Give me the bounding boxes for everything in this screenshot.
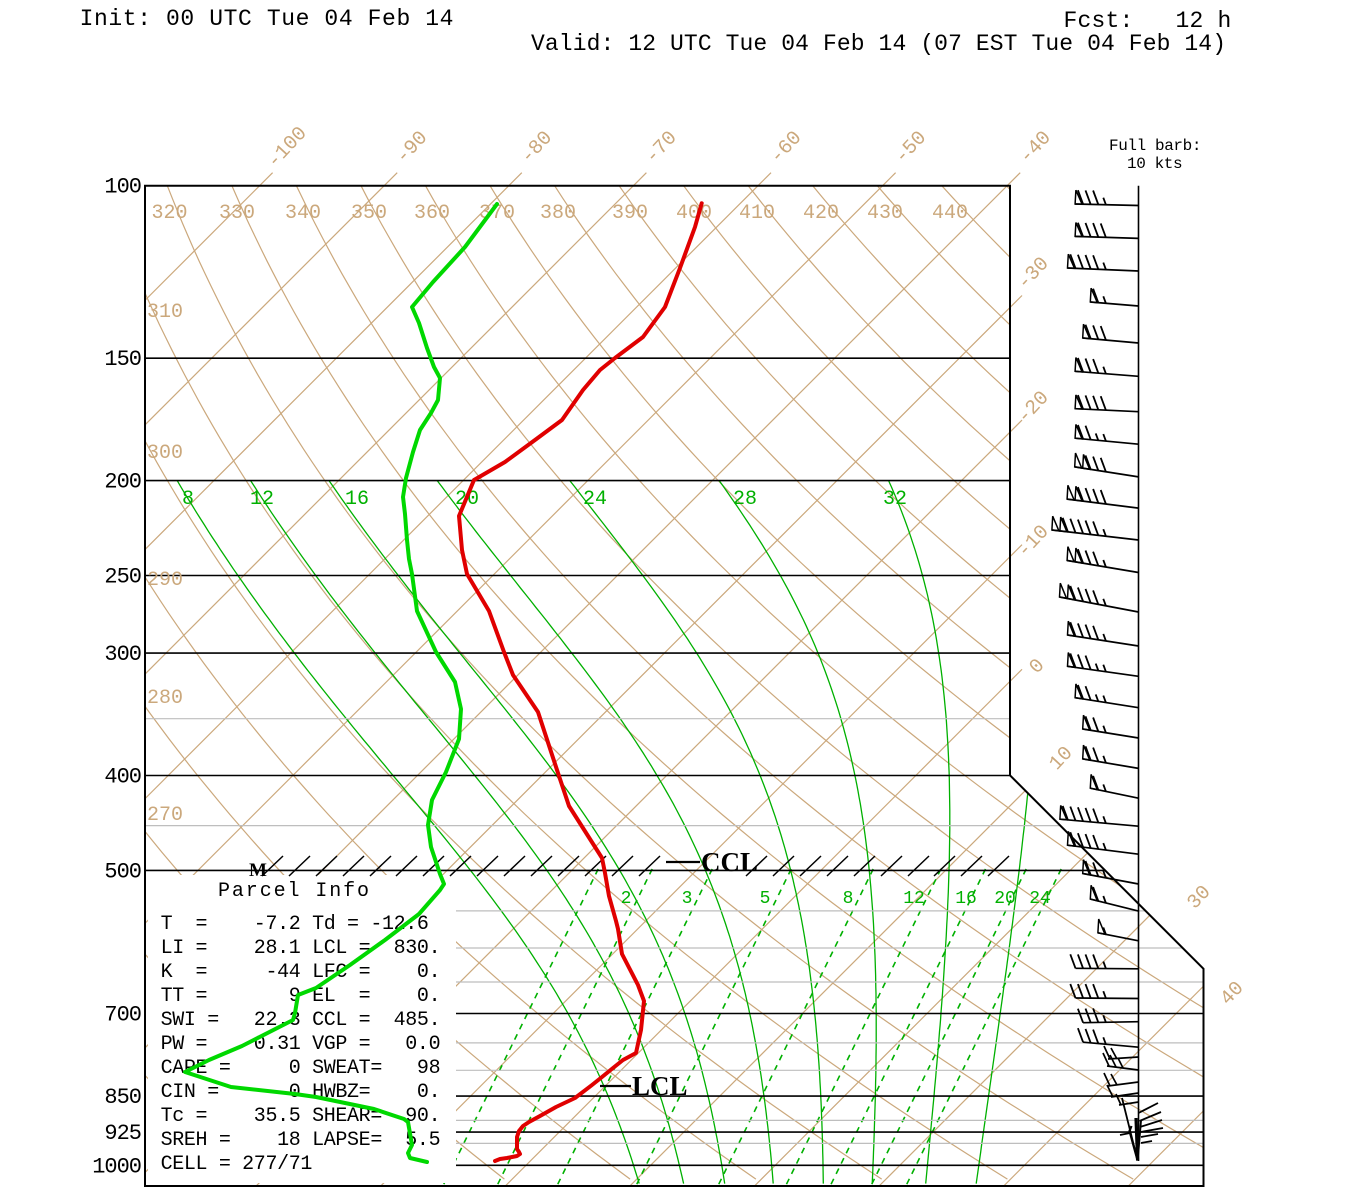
svg-text:32: 32 (883, 488, 907, 511)
svg-text:TT = 9 EL = 0.: TT = 9 EL = 0. (161, 985, 441, 1008)
svg-text:Init: 00 UTC Tue 04 Feb 14: Init: 00 UTC Tue 04 Feb 14 (80, 6, 454, 32)
svg-text:SREH = 18 LAPSE= 5.5: SREH = 18 LAPSE= 5.5 (161, 1129, 441, 1152)
svg-text:Tc = 35.5 SHEAR= 90.: Tc = 35.5 SHEAR= 90. (161, 1105, 441, 1128)
svg-text:280: 280 (147, 687, 183, 710)
svg-text:CAPE = 0 SWEAT= 98: CAPE = 0 SWEAT= 98 (161, 1057, 441, 1080)
svg-text:410: 410 (739, 202, 775, 225)
svg-text:360: 360 (414, 202, 450, 225)
svg-text:3: 3 (682, 889, 693, 909)
svg-text:100: 100 (104, 175, 141, 200)
svg-text:420: 420 (803, 202, 839, 225)
svg-text:150: 150 (104, 347, 141, 372)
svg-text:330: 330 (219, 202, 255, 225)
svg-text:Parcel Info: Parcel Info (218, 880, 371, 903)
svg-text:24: 24 (1029, 889, 1051, 909)
svg-text:SWI = 22.3 CCL = 485.: SWI = 22.3 CCL = 485. (161, 1009, 441, 1032)
svg-text:8: 8 (182, 488, 194, 511)
svg-text:K = -44 LFC = 0.: K = -44 LFC = 0. (161, 961, 441, 984)
svg-text:2: 2 (621, 889, 632, 909)
svg-text:CIN = 0 HWBZ= 0.: CIN = 0 HWBZ= 0. (161, 1081, 441, 1104)
svg-text:12: 12 (250, 488, 274, 511)
svg-text:390: 390 (612, 202, 648, 225)
svg-text:CELL = 277/71: CELL = 277/71 (161, 1153, 313, 1176)
svg-text:28: 28 (733, 488, 757, 511)
svg-text:380: 380 (540, 202, 576, 225)
svg-text:700: 700 (104, 1003, 141, 1028)
svg-text:320: 320 (151, 202, 187, 225)
svg-text:310: 310 (147, 301, 183, 324)
svg-text:430: 430 (867, 202, 903, 225)
svg-text:8: 8 (843, 889, 854, 909)
svg-text:Fcst: 12 h: Fcst: 12 h (1064, 8, 1232, 34)
svg-text:5: 5 (760, 889, 771, 909)
svg-text:250: 250 (104, 565, 141, 590)
svg-text:850: 850 (104, 1085, 141, 1110)
svg-text:CCL: CCL (701, 847, 758, 877)
svg-text:LI = 28.1 LCL = 830.: LI = 28.1 LCL = 830. (161, 937, 441, 960)
svg-text:290: 290 (147, 569, 183, 592)
svg-text:200: 200 (104, 470, 141, 495)
svg-text:PW = 0.31 VGP = 0.0: PW = 0.31 VGP = 0.0 (161, 1033, 441, 1056)
svg-text:340: 340 (285, 202, 321, 225)
svg-text:Valid: 12 UTC Tue 04 Feb 14 (0: Valid: 12 UTC Tue 04 Feb 14 (07 EST Tue … (531, 31, 1226, 57)
svg-text:1000: 1000 (92, 1154, 141, 1179)
svg-text:300: 300 (147, 442, 183, 465)
svg-text:LCL: LCL (632, 1071, 688, 1101)
svg-text:16: 16 (345, 488, 369, 511)
svg-text:16: 16 (955, 889, 977, 909)
svg-text:Full barb:: Full barb: (1109, 137, 1201, 155)
svg-text:400: 400 (104, 765, 141, 790)
svg-text:20: 20 (994, 889, 1016, 909)
svg-text:T = -7.2 Td = -12.6: T = -7.2 Td = -12.6 (161, 913, 429, 936)
svg-text:400: 400 (676, 202, 712, 225)
svg-text:350: 350 (351, 202, 387, 225)
svg-text:M: M (249, 860, 267, 881)
svg-text:300: 300 (104, 642, 141, 667)
svg-text:10 kts: 10 kts (1127, 155, 1182, 173)
svg-text:270: 270 (147, 804, 183, 827)
svg-text:440: 440 (932, 202, 968, 225)
svg-text:500: 500 (104, 859, 141, 884)
svg-text:925: 925 (104, 1121, 141, 1146)
svg-text:12: 12 (903, 889, 925, 909)
svg-text:24: 24 (583, 488, 607, 511)
